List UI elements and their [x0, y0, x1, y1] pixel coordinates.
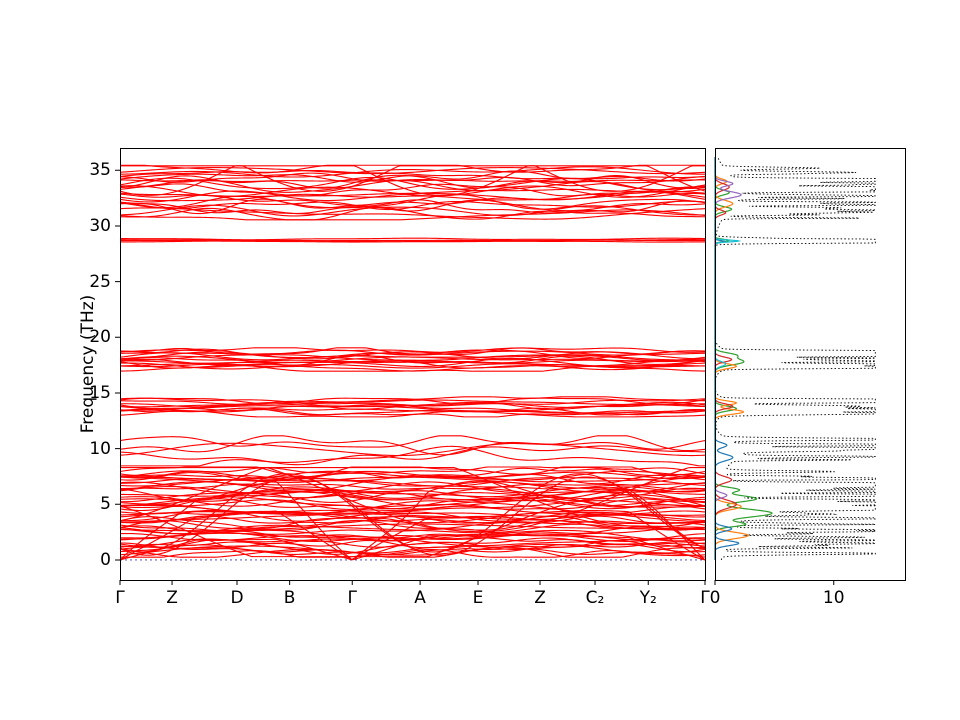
x-tick-label-8: C₂: [585, 588, 605, 608]
y-tick-label-10: 10: [89, 438, 111, 459]
dos-x-tick-label-10: 10: [822, 588, 845, 608]
x-tick-label-0: Γ: [115, 588, 125, 608]
x-tick-label-2: D: [230, 588, 244, 608]
x-tick-label-5: A: [414, 588, 426, 608]
y-axis-label: Frequency (THz): [78, 294, 98, 434]
y-tick-label-30: 30: [89, 215, 111, 236]
y-tick-label-20: 20: [89, 327, 111, 348]
x-tick-label-7: Z: [534, 588, 546, 608]
x-tick-label-1: Z: [166, 588, 178, 608]
y-tick-label-25: 25: [89, 271, 111, 292]
x-tick-label-3: B: [283, 588, 296, 608]
y-tick-label-0: 0: [100, 549, 111, 570]
x-tick-label-6: E: [472, 588, 484, 608]
x-tick-label-10: Γ: [700, 588, 710, 608]
y-tick-label-5: 5: [100, 494, 111, 515]
dos-x-tick-label-0: 0: [709, 588, 721, 608]
y-tick-label-35: 35: [89, 160, 111, 181]
y-tick-label-15: 15: [89, 382, 111, 403]
x-tick-label-4: Γ: [347, 588, 357, 608]
x-tick-label-9: Y₂: [639, 588, 657, 608]
